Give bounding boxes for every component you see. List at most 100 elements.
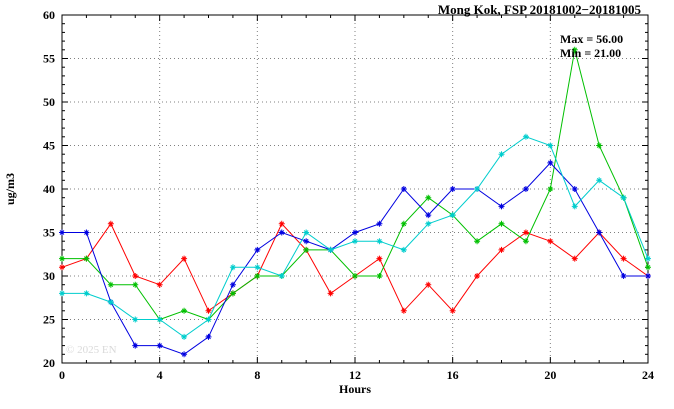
- point-marker: [522, 186, 529, 192]
- point-marker: [181, 333, 188, 340]
- point-marker: [547, 159, 554, 166]
- y-tick-label: 45: [43, 139, 55, 153]
- point-marker: [547, 186, 554, 192]
- point-marker: [620, 194, 627, 201]
- point-marker: [376, 238, 383, 245]
- point-marker: [303, 238, 310, 245]
- y-tick-label: 55: [43, 52, 55, 66]
- x-tick-label: 8: [254, 368, 260, 382]
- point-marker: [327, 246, 334, 253]
- point-marker: [181, 255, 188, 262]
- y-tick-label: 40: [43, 182, 55, 196]
- max-annotation: Max = 56.00: [560, 32, 623, 46]
- point-marker: [254, 246, 261, 253]
- point-marker: [400, 246, 407, 253]
- point-marker: [156, 342, 163, 349]
- point-marker: [449, 212, 456, 219]
- point-marker: [205, 316, 212, 323]
- point-marker: [376, 255, 383, 262]
- green-series-markers: [59, 46, 651, 323]
- point-marker: [352, 238, 358, 245]
- point-marker: [59, 264, 65, 271]
- y-tick-label: 20: [43, 356, 55, 370]
- point-marker: [425, 194, 432, 201]
- point-marker: [400, 186, 407, 192]
- point-marker: [352, 229, 358, 236]
- point-marker: [645, 264, 651, 271]
- cyan-series-markers: [59, 133, 651, 340]
- point-marker: [83, 255, 90, 262]
- y-tick-label: 30: [43, 269, 55, 283]
- x-tick-label: 0: [59, 368, 65, 382]
- point-marker: [645, 273, 651, 279]
- point-marker: [254, 264, 261, 271]
- point-marker: [571, 46, 578, 53]
- point-marker: [547, 238, 554, 245]
- point-marker: [107, 281, 114, 288]
- point-marker: [645, 255, 651, 262]
- point-marker: [181, 307, 188, 314]
- point-marker: [278, 229, 285, 236]
- point-marker: [303, 229, 310, 236]
- point-marker: [571, 186, 578, 192]
- point-marker: [107, 220, 114, 227]
- point-marker: [132, 342, 139, 349]
- point-marker: [83, 290, 90, 297]
- point-marker: [181, 351, 188, 358]
- point-marker: [620, 255, 627, 262]
- axes: [61, 14, 649, 364]
- point-marker: [449, 307, 456, 314]
- point-marker: [327, 290, 334, 297]
- point-marker: [498, 246, 505, 253]
- point-marker: [425, 281, 432, 288]
- x-tick-label: 20: [544, 368, 556, 382]
- point-marker: [132, 281, 139, 288]
- point-marker: [229, 281, 236, 288]
- point-marker: [498, 220, 505, 227]
- point-marker: [83, 229, 90, 236]
- point-marker: [596, 142, 603, 149]
- x-tick-label: 24: [642, 368, 654, 382]
- y-tick-label: 35: [43, 226, 55, 240]
- x-tick-label: 16: [447, 368, 459, 382]
- y-tick-label: 60: [43, 8, 55, 22]
- point-marker: [596, 229, 603, 236]
- point-marker: [449, 186, 456, 192]
- point-marker: [474, 238, 481, 245]
- cyan-series-line: [62, 136, 649, 338]
- grid: [62, 15, 648, 363]
- point-marker: [498, 151, 505, 158]
- point-marker: [596, 177, 603, 184]
- point-marker: [474, 273, 481, 279]
- point-marker: [400, 220, 407, 227]
- point-marker: [229, 290, 236, 297]
- chart-title: Mong Kok, FSP 20181002−20181005: [438, 2, 642, 17]
- point-marker: [376, 220, 383, 227]
- point-marker: [522, 229, 529, 236]
- point-marker: [376, 273, 383, 279]
- point-marker: [425, 212, 432, 219]
- point-marker: [59, 229, 65, 236]
- point-marker: [59, 255, 65, 262]
- blue-series-markers: [59, 159, 651, 358]
- point-marker: [132, 316, 139, 323]
- point-marker: [205, 307, 212, 314]
- point-marker: [59, 290, 65, 297]
- x-tick-label: 12: [349, 368, 361, 382]
- point-marker: [474, 186, 481, 192]
- point-marker: [254, 273, 261, 279]
- point-marker: [156, 281, 163, 288]
- point-marker: [571, 255, 578, 262]
- point-marker: [522, 133, 529, 140]
- point-marker: [278, 220, 285, 227]
- y-tick-label: 25: [43, 313, 55, 327]
- point-marker: [303, 246, 310, 253]
- point-marker: [425, 220, 432, 227]
- watermark: © 2025 EN: [66, 344, 117, 356]
- tick-labels: 0 4 8 12 16 20 24 20 25 30 35 40 45 50 55 60: [43, 8, 654, 382]
- y-axis-label: ug/m3: [3, 173, 17, 205]
- point-marker: [156, 316, 163, 323]
- min-annotation: Min = 21.00: [560, 46, 621, 60]
